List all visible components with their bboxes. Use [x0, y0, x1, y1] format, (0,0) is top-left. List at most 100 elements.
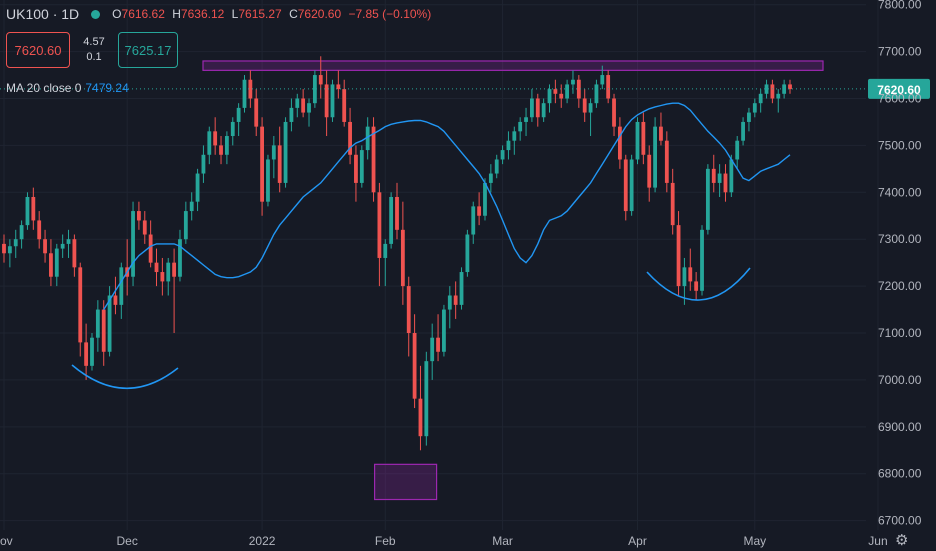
y-tick-label: 6800.00	[878, 467, 922, 481]
change-value: −7.85 (−0.10%)	[348, 7, 432, 21]
candle-body	[301, 98, 306, 113]
candle-body	[271, 145, 276, 160]
last-price-label: 7620.60	[877, 83, 921, 97]
candle-body	[377, 192, 382, 258]
candle-body	[617, 126, 622, 160]
candle-body	[348, 121, 352, 155]
sell-button[interactable]: 7620.60	[6, 32, 70, 68]
candle-body	[488, 173, 493, 183]
candle-body	[518, 121, 523, 132]
candle-body	[588, 103, 593, 113]
candle-body	[500, 150, 505, 160]
candle-body	[43, 239, 47, 254]
candle-body	[354, 154, 358, 183]
candle-body	[195, 173, 200, 202]
buy-button[interactable]: 7625.17	[118, 32, 178, 68]
arc-annotation-left	[71, 364, 179, 390]
candle-body	[447, 295, 452, 310]
candle-body	[359, 150, 364, 183]
candle-body	[758, 93, 763, 104]
candle-body	[729, 159, 734, 193]
candle-body	[776, 93, 781, 99]
candle-body	[705, 168, 710, 230]
candle-body	[424, 361, 429, 437]
candle-body	[494, 159, 499, 174]
candle-body	[635, 121, 640, 160]
lot-size[interactable]: 0.1	[86, 51, 102, 63]
y-tick-label: 7300.00	[878, 232, 922, 246]
chart-header: UK100 · 1D O7616.62 H7636.12 L7615.27 C7…	[6, 6, 431, 22]
x-tick-label: Feb	[375, 534, 396, 548]
candle-body	[430, 337, 435, 362]
candle-body	[95, 309, 100, 338]
candle-body	[483, 182, 487, 216]
candle-body	[172, 262, 177, 277]
candle-body	[107, 295, 112, 352]
candle-body	[2, 243, 6, 254]
candle-body	[236, 107, 241, 122]
candle-body	[101, 309, 106, 352]
candle-body	[289, 107, 294, 122]
candle-body	[248, 79, 253, 99]
candle-body	[142, 220, 147, 235]
ma-value: 7479.24	[85, 81, 129, 95]
candle-body	[260, 126, 264, 202]
candle-body	[342, 89, 347, 122]
candle-body	[512, 131, 517, 141]
spread-display: 4.57 0.1	[74, 32, 114, 68]
candle-body	[54, 248, 59, 277]
y-tick-label: 7600.00	[878, 91, 922, 105]
y-tick-label: 6700.00	[878, 514, 922, 528]
candle-body	[25, 196, 30, 226]
candle-body	[694, 281, 699, 291]
y-tick-label: 7000.00	[878, 373, 922, 387]
candle-body	[682, 267, 687, 287]
candle-body	[336, 84, 341, 90]
candle-body	[119, 267, 124, 305]
y-tick-label: 6900.00	[878, 420, 922, 434]
candle-body	[477, 206, 482, 216]
candle-body	[465, 234, 470, 273]
candle-body	[219, 145, 223, 155]
candle-body	[183, 211, 188, 240]
gear-icon[interactable]: ⚙	[895, 532, 909, 549]
candle-body	[582, 98, 587, 113]
candle-body	[148, 234, 153, 263]
candle-body	[770, 84, 775, 99]
candle-body	[412, 333, 417, 399]
candle-body	[207, 131, 212, 155]
candle-body	[72, 239, 77, 268]
candle-body	[189, 201, 194, 212]
candle-body	[400, 229, 405, 287]
candle-body	[524, 117, 528, 122]
candle-body	[571, 79, 575, 85]
candle-body	[612, 98, 616, 127]
candle-body	[653, 126, 657, 188]
candle-body	[471, 206, 476, 235]
candle-body	[688, 267, 693, 282]
candle-body	[752, 103, 757, 113]
arc-annotation-right	[646, 267, 751, 301]
candle-body	[530, 98, 534, 118]
ma-legend[interactable]: MA 20 close 0 7479.24	[6, 81, 129, 95]
candle-body	[647, 154, 652, 188]
ma-line	[103, 102, 791, 310]
candle-body	[312, 75, 317, 104]
y-tick-label: 7400.00	[878, 185, 922, 199]
candle-body	[717, 173, 722, 183]
resistance-zone	[202, 60, 824, 71]
candle-body	[49, 253, 53, 277]
candle-body	[389, 196, 394, 244]
market-open-indicator	[91, 9, 101, 19]
candle-body	[764, 84, 769, 94]
candle-body	[383, 243, 388, 258]
candle-body	[453, 295, 458, 305]
candle-body	[406, 286, 411, 334]
x-tick-label: Mar	[492, 534, 513, 548]
candle-body	[641, 121, 646, 155]
symbol-label[interactable]: UK100 · 1D	[6, 6, 80, 22]
candle-body	[277, 145, 282, 183]
candle-body	[283, 121, 288, 183]
candle-body	[166, 262, 171, 282]
